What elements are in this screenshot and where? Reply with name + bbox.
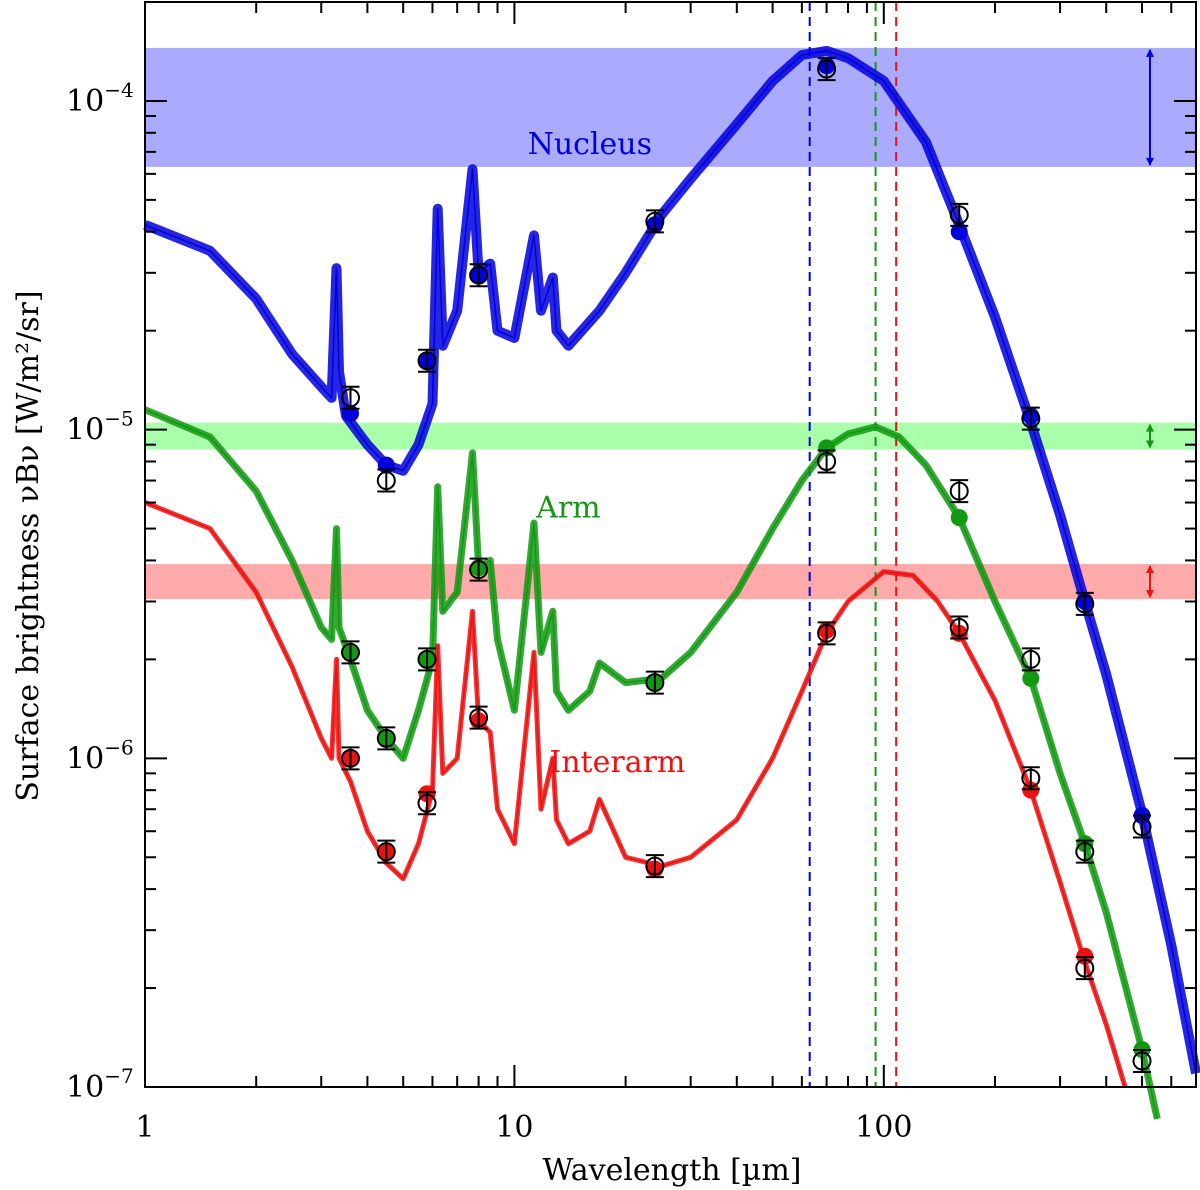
observed-marker: [1132, 1051, 1152, 1071]
y-tick-label: 10−5: [66, 407, 134, 448]
observed-marker: [645, 211, 665, 231]
observed-marker: [1132, 817, 1152, 837]
observed-marker: [376, 842, 396, 862]
arm-arrow-head-down: [1146, 440, 1154, 449]
observed-marker: [341, 642, 361, 662]
y-axis-title: Surface brightness νBν [W/m²/sr]: [11, 290, 46, 801]
interarm-observed-point: [417, 791, 437, 816]
arm-observed-point: [341, 640, 361, 665]
interarm-label: Interarm: [549, 745, 685, 780]
arm-observed-point: [417, 647, 437, 672]
interarm-arrow-head-up: [1146, 565, 1154, 574]
observed-marker: [376, 728, 396, 748]
band-layer: [146, 47, 1195, 600]
observed-marker: [1021, 768, 1041, 788]
interarm-observed-point: [1075, 956, 1095, 981]
observed-marker: [817, 59, 837, 79]
arm-observed-point: [376, 726, 396, 751]
nucleus-observed-point: [949, 202, 969, 227]
nucleus-band: [146, 47, 1195, 167]
nucleus-observed-point: [376, 468, 396, 493]
observed-marker: [417, 649, 437, 669]
observed-marker: [817, 623, 837, 643]
interarm-observed-point: [817, 621, 837, 646]
y-tick-label: 10−7: [66, 1064, 134, 1105]
observed-marker: [1075, 958, 1095, 978]
nucleus-observed-point: [417, 348, 437, 373]
interarm-arrow-head-down: [1146, 590, 1154, 599]
arm-observed-point: [1075, 839, 1095, 864]
observed-marker: [1021, 649, 1041, 669]
interarm-observed-point: [645, 854, 665, 879]
observed-marker: [645, 673, 665, 693]
y-tick-label: 10−6: [66, 735, 134, 776]
interarm-observed-point: [469, 705, 489, 730]
observed-marker: [417, 793, 437, 813]
tick-label-layer: 1 10 100 10−7 10−6 10−5 10−4: [66, 78, 912, 1145]
nucleus-model-point: [950, 223, 968, 241]
arm-observed-point: [1132, 1048, 1152, 1073]
nucleus-arrow-head-up: [1146, 48, 1154, 57]
nucleus-observed-point: [469, 263, 489, 288]
nucleus-observed-point: [645, 209, 665, 234]
nucleus-arrow-head-down: [1146, 157, 1154, 166]
nucleus-label: Nucleus: [528, 127, 652, 162]
observed-marker: [376, 471, 396, 491]
arm-observed-point: [469, 557, 489, 582]
observed-marker: [469, 708, 489, 728]
observed-marker: [949, 481, 969, 501]
arm-model-point: [950, 509, 968, 527]
observed-marker: [949, 618, 969, 638]
nucleus-observed-point: [1075, 591, 1095, 616]
observed-marker: [341, 388, 361, 408]
arm-arrow-head-up: [1146, 423, 1154, 432]
nucleus-observed-point: [817, 57, 837, 82]
observed-marker: [1075, 594, 1095, 614]
interarm-observed-point: [949, 615, 969, 640]
tick-layer: [144, 1, 1197, 1088]
nucleus-observed-point: [1132, 814, 1152, 839]
interarm-model-curve-core: [144, 501, 1126, 1088]
data-point-layer: [341, 57, 1152, 1073]
observed-marker: [341, 748, 361, 768]
arm-observed-point: [949, 479, 969, 504]
interarm-band: [146, 564, 1195, 600]
nucleus-model-curve-core: [144, 50, 1197, 1074]
arm-model-point: [818, 439, 836, 457]
observed-marker: [645, 856, 665, 876]
observed-marker: [1075, 842, 1095, 862]
observed-marker: [417, 351, 437, 371]
arm-observed-point: [1021, 647, 1041, 672]
nucleus-observed-point: [1021, 406, 1041, 431]
observed-marker: [1021, 409, 1041, 429]
interarm-observed-point: [341, 746, 361, 771]
x-tick-label: 100: [855, 1110, 912, 1145]
x-tick-label: 10: [495, 1110, 533, 1145]
series-label-layer: Nucleus Arm Interarm: [528, 127, 686, 780]
arm-model-point: [1022, 669, 1040, 687]
y-tick-label: 10−4: [66, 78, 134, 119]
interarm-observed-point: [376, 839, 396, 864]
x-tick-label: 1: [135, 1110, 154, 1145]
band-arrow-layer: [1146, 48, 1154, 599]
plot-frame: [144, 1, 1197, 1088]
arm-label: Arm: [535, 491, 600, 526]
observed-marker: [469, 265, 489, 285]
observed-marker: [817, 451, 837, 471]
nucleus-observed-point: [341, 385, 361, 410]
observed-marker: [469, 560, 489, 580]
interarm-observed-point: [1021, 766, 1041, 791]
arm-band: [146, 422, 1195, 450]
peak-line-layer: [808, 2, 898, 1087]
arm-observed-point: [817, 449, 837, 474]
observed-marker: [949, 205, 969, 225]
arm-observed-point: [645, 670, 665, 695]
x-axis-title: Wavelength [µm]: [543, 1153, 802, 1188]
